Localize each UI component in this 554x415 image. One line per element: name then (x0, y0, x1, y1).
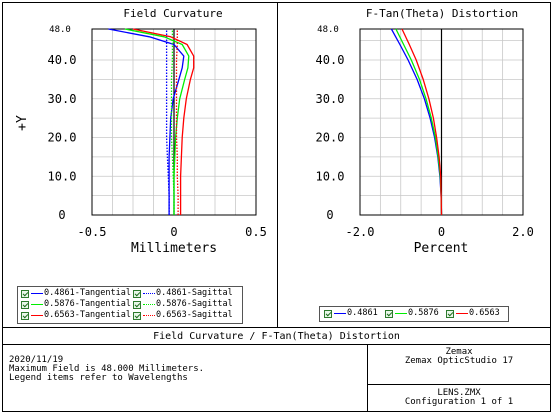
checkbox-icon[interactable] (324, 309, 332, 318)
left-legend-label: 0.4861-Tangential (44, 288, 131, 298)
left-series-0-4861-sagittal (165, 29, 170, 215)
configuration-label: Configuration 1 of 1 (404, 397, 514, 407)
left-legend-label: 0.6563-Tangential (44, 310, 131, 320)
left-x-axis-label: Millimeters (131, 241, 217, 256)
left-series-group (108, 28, 195, 215)
distortion-plot: F-Tan(Theta) Distortion 48.0 0 10.0 20.0 30… (316, 7, 534, 256)
lens-file: LENS.ZMX (437, 388, 481, 398)
line-swatch-icon (143, 293, 155, 294)
line-swatch-icon (395, 313, 407, 314)
field-curvature-plot: Field Curvature 48.0 0 10.0 20.0 30.0 40.0 -… (15, 7, 267, 256)
left-x-tick-label: -0.5 (78, 225, 107, 239)
right-y-tick-label: 0 (326, 208, 333, 222)
report-max-field: Maximum Field is 48.000 Millimeters. (9, 364, 205, 374)
left-legend-label: 0.5876-Sagittal (156, 299, 233, 309)
right-x-axis-label: Percent (414, 241, 469, 256)
checkbox-icon[interactable] (21, 289, 29, 298)
line-swatch-icon (31, 304, 43, 305)
plot-divider (277, 2, 278, 327)
right-legend-item[interactable]: 0.4861 (324, 308, 378, 319)
report-legend-note: Legend items refer to Wavelengths (9, 373, 188, 383)
left-y-tick-label: 20.0 (48, 131, 77, 145)
checkbox-icon[interactable] (446, 309, 454, 318)
left-y-tick-label: 10.0 (48, 169, 77, 183)
left-legend-item[interactable]: 0.5876-Tangential (21, 299, 131, 310)
footer-title-rule (2, 344, 551, 345)
checkbox-icon[interactable] (385, 309, 393, 318)
right-x-tick-label: -2.0 (346, 225, 375, 239)
footer-divider (367, 344, 368, 412)
left-series-0-6563-tangential (132, 28, 195, 215)
left-legend-item[interactable]: 0.4861-Sagittal (133, 288, 233, 299)
right-y-tick-label: 40.0 (316, 53, 345, 67)
left-y-tick-label: 0 (58, 208, 65, 222)
left-legend-label: 0.4861-Sagittal (156, 288, 233, 298)
left-legend-item[interactable]: 0.6563-Tangential (21, 310, 131, 321)
window-frame (2, 2, 551, 412)
left-legend-label: 0.6563-Sagittal (156, 310, 233, 320)
right-y-tick-label: 30.0 (316, 92, 345, 106)
footer-title: Field Curvature / F-Tan(Theta) Distortio… (153, 331, 400, 342)
footer-right-rule (367, 384, 551, 385)
left-legend-item[interactable]: 0.4861-Tangential (21, 288, 131, 299)
left-y-tick-label: 30.0 (48, 92, 77, 106)
checkbox-icon[interactable] (133, 300, 141, 309)
right-y-max-label: 48.0 (317, 25, 339, 35)
right-x-tick-label: 0 (438, 225, 445, 239)
line-swatch-icon (143, 304, 155, 305)
left-legend-item[interactable]: 0.5876-Sagittal (133, 299, 233, 310)
right-legend-label: 0.4861 (347, 308, 378, 318)
footer-top-rule (2, 327, 551, 328)
left-x-tick-label: 0 (170, 225, 177, 239)
left-y-tick-label: 40.0 (48, 53, 77, 67)
checkbox-icon[interactable] (21, 300, 29, 309)
line-swatch-icon (31, 293, 43, 294)
report-date: 2020/11/19 (9, 355, 64, 365)
line-swatch-icon (143, 315, 155, 316)
left-y-axis-label: +Y (15, 115, 30, 131)
left-legend-item[interactable]: 0.6563-Sagittal (133, 310, 233, 321)
line-swatch-icon (334, 313, 346, 314)
right-legend-label: 0.6563 (469, 308, 500, 318)
left-plot-title: Field Curvature (123, 7, 222, 20)
checkbox-icon[interactable] (133, 289, 141, 298)
right-series-0-6563 (401, 28, 443, 216)
right-legend: 0.4861 0.5876 0.6563 (319, 306, 509, 322)
line-swatch-icon (31, 315, 43, 316)
right-legend-item[interactable]: 0.5876 (385, 308, 439, 319)
product-name: Zemax OpticStudio 17 (404, 356, 514, 366)
right-y-tick-label: 20.0 (316, 131, 345, 145)
right-legend-item[interactable]: 0.6563 (446, 308, 500, 319)
left-series-0-6563-sagittal (175, 29, 179, 215)
left-legend-label: 0.5876-Tangential (44, 299, 131, 309)
line-swatch-icon (456, 313, 468, 314)
right-series-group (390, 28, 443, 216)
right-x-tick-label: 2.0 (512, 225, 534, 239)
left-series-0-4861-tangential (108, 28, 185, 215)
checkbox-icon[interactable] (133, 311, 141, 320)
left-y-max-label: 48.0 (49, 25, 71, 35)
right-y-tick-label: 10.0 (316, 169, 345, 183)
left-series-0-5876-sagittal (170, 29, 175, 215)
checkbox-icon[interactable] (21, 311, 29, 320)
right-legend-label: 0.5876 (408, 308, 439, 318)
left-legend: 0.4861-Tangential 0.4861-Sagittal 0.5876-T… (17, 286, 243, 324)
left-series-0-5876-tangential (124, 28, 190, 215)
left-x-tick-label: 0.5 (245, 225, 267, 239)
brand-name: Zemax (445, 347, 473, 357)
right-plot-title: F-Tan(Theta) Distortion (366, 7, 518, 20)
